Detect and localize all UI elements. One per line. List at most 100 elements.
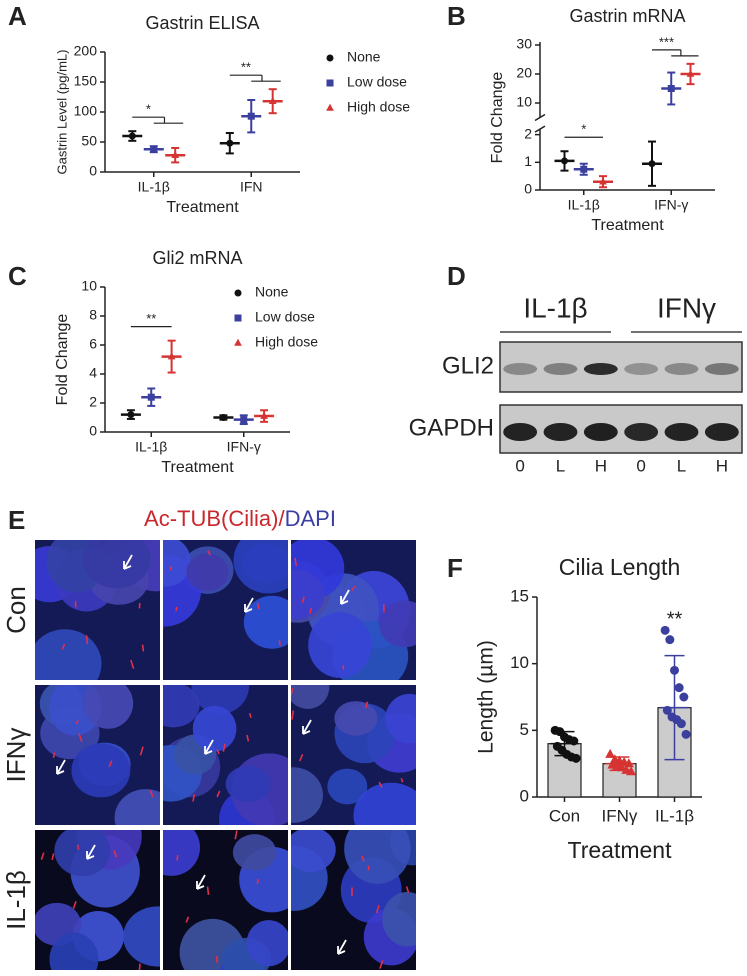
cilium	[40, 852, 45, 860]
y-axis-label: Length (µm)	[475, 640, 498, 754]
chart-title: Cilia Length	[559, 554, 680, 580]
x-tick-label: IFN-γ	[227, 439, 261, 455]
y-axis-label: Gastrin Level (pg/mL)	[54, 50, 69, 175]
cilium	[405, 886, 410, 893]
blot-band	[583, 423, 618, 441]
cilium	[400, 777, 404, 783]
cilium	[149, 790, 154, 798]
arrow	[340, 589, 350, 605]
micrograph-row-label: IL-1β	[1, 870, 31, 930]
cilium	[309, 607, 313, 615]
legend-label: Low dose	[255, 309, 315, 325]
cilium	[185, 916, 190, 923]
blot-strip	[499, 404, 743, 454]
y-tick-label: 0	[524, 181, 532, 197]
nucleus	[163, 540, 191, 587]
marker	[260, 411, 268, 419]
arrow	[123, 554, 133, 570]
cilium	[52, 752, 56, 758]
marker	[326, 79, 334, 87]
panel-letter: A	[8, 1, 27, 31]
sig-label: *	[581, 122, 586, 137]
marker	[326, 103, 334, 111]
blot-band	[503, 423, 538, 441]
lane-label: H	[595, 456, 607, 475]
y-tick-label: 20	[516, 65, 532, 81]
nucleus	[385, 693, 416, 744]
x-axis-label: Treatment	[568, 837, 673, 863]
x-tick-label: Con	[549, 806, 580, 825]
marker	[686, 69, 695, 77]
marker	[127, 411, 135, 419]
nucleus	[192, 705, 237, 752]
cilium	[216, 749, 220, 755]
nucleus	[163, 830, 200, 876]
cilium	[78, 733, 83, 742]
axis-break	[534, 125, 546, 133]
blot-band	[704, 423, 739, 441]
cilium	[365, 701, 369, 709]
marker	[648, 160, 656, 168]
nucleus	[191, 685, 250, 714]
arrow	[196, 874, 206, 890]
marker	[268, 97, 277, 104]
sig-label: **	[146, 311, 156, 326]
micrograph	[35, 685, 160, 825]
nucleus	[327, 768, 368, 805]
y-tick-label: 6	[89, 336, 97, 352]
marker	[580, 165, 588, 173]
y-axis-label: Fold Change	[54, 314, 71, 406]
nucleus	[82, 540, 151, 589]
y-tick-label: 2	[524, 125, 532, 141]
lane-label: 0	[636, 456, 645, 475]
nucleus	[35, 629, 102, 680]
blot-strip	[499, 341, 743, 393]
blot-band	[543, 363, 578, 375]
panel-letter: E	[8, 505, 25, 535]
y-tick-label: 4	[89, 365, 97, 381]
y-tick-label: 150	[74, 73, 98, 89]
cilium	[278, 640, 281, 646]
marker	[247, 112, 255, 120]
micrograph	[291, 540, 416, 680]
cilium	[351, 585, 356, 592]
nucleus	[382, 892, 416, 947]
x-tick-label: IFN-γ	[654, 197, 688, 213]
cilium	[176, 855, 179, 861]
cilium	[256, 603, 260, 610]
marker	[234, 289, 242, 297]
nucleus	[353, 782, 416, 825]
blot-band	[503, 363, 538, 375]
micrograph-row-label: IFNγ	[1, 728, 31, 783]
cilium	[113, 850, 118, 858]
panel-letter: B	[447, 1, 466, 31]
marker	[665, 635, 675, 645]
cilium	[375, 904, 380, 914]
micrograph	[291, 685, 416, 825]
marker	[226, 139, 234, 147]
y-tick-label: 10	[510, 653, 529, 672]
nucleus	[378, 600, 416, 648]
y-tick-label: 30	[516, 36, 532, 52]
y-tick-label: 8	[89, 307, 97, 323]
legend-label: Low dose	[347, 74, 407, 90]
marker	[234, 338, 242, 346]
legend-label: None	[255, 284, 289, 300]
nucleus	[334, 701, 378, 736]
marker	[234, 314, 242, 322]
x-tick-label: IL-1β	[568, 197, 600, 213]
x-tick-label: IL-1β	[655, 806, 694, 825]
cilium	[216, 790, 221, 798]
cilium	[291, 688, 294, 696]
micrograph-title: Ac-TUB(Cilia)/DAPI	[144, 506, 336, 531]
title-part: DAPI	[285, 506, 336, 531]
chart-title: Gastrin ELISA	[145, 13, 259, 33]
legend-label: High dose	[255, 334, 318, 350]
marker	[660, 625, 670, 635]
y-tick-label: 0	[520, 786, 529, 805]
blot-band	[704, 363, 739, 375]
arrow	[302, 719, 312, 735]
y-tick-label: 10	[516, 94, 532, 110]
blot-band	[543, 423, 578, 441]
arrow	[204, 739, 214, 755]
